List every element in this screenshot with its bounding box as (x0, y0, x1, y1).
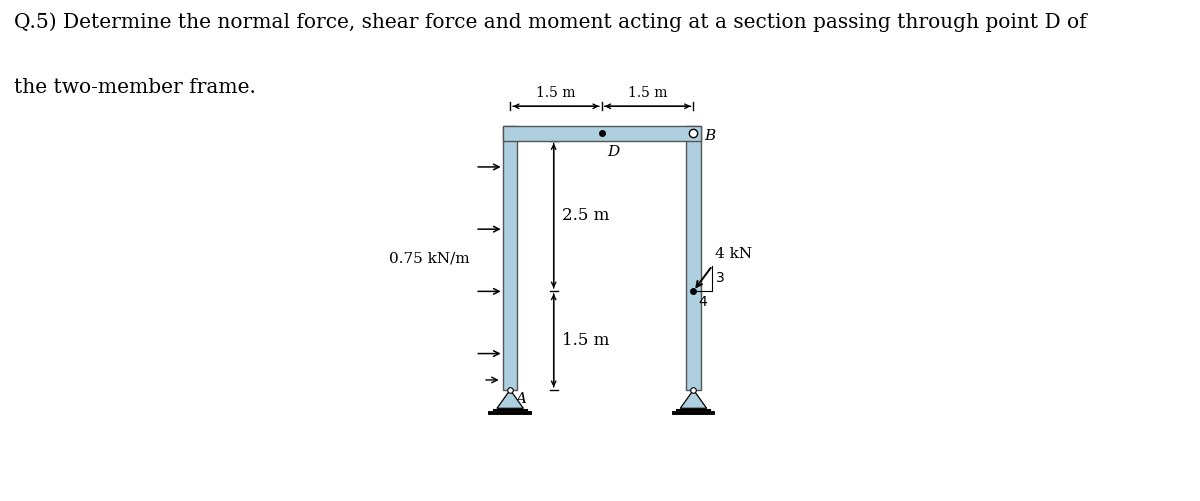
Text: 3: 3 (715, 271, 725, 285)
Text: 1.5 m: 1.5 m (536, 86, 576, 100)
Polygon shape (680, 390, 707, 408)
Text: 4: 4 (698, 295, 707, 309)
Text: 0.75 kN/m: 0.75 kN/m (389, 252, 470, 266)
Polygon shape (497, 390, 523, 408)
Polygon shape (503, 126, 517, 390)
Text: 1.5 m: 1.5 m (562, 332, 608, 349)
Text: A: A (516, 392, 527, 406)
Text: 2.5 m: 2.5 m (562, 207, 608, 224)
Text: Q.5) Determine the normal force, shear force and moment acting at a section pass: Q.5) Determine the normal force, shear f… (14, 13, 1087, 32)
Text: 4 kN: 4 kN (715, 247, 752, 261)
Polygon shape (503, 126, 701, 141)
Text: B: B (704, 129, 715, 143)
Text: 1.5 m: 1.5 m (628, 86, 667, 100)
Polygon shape (686, 126, 701, 390)
Text: D: D (607, 145, 619, 159)
Text: the two-member frame.: the two-member frame. (14, 78, 257, 97)
